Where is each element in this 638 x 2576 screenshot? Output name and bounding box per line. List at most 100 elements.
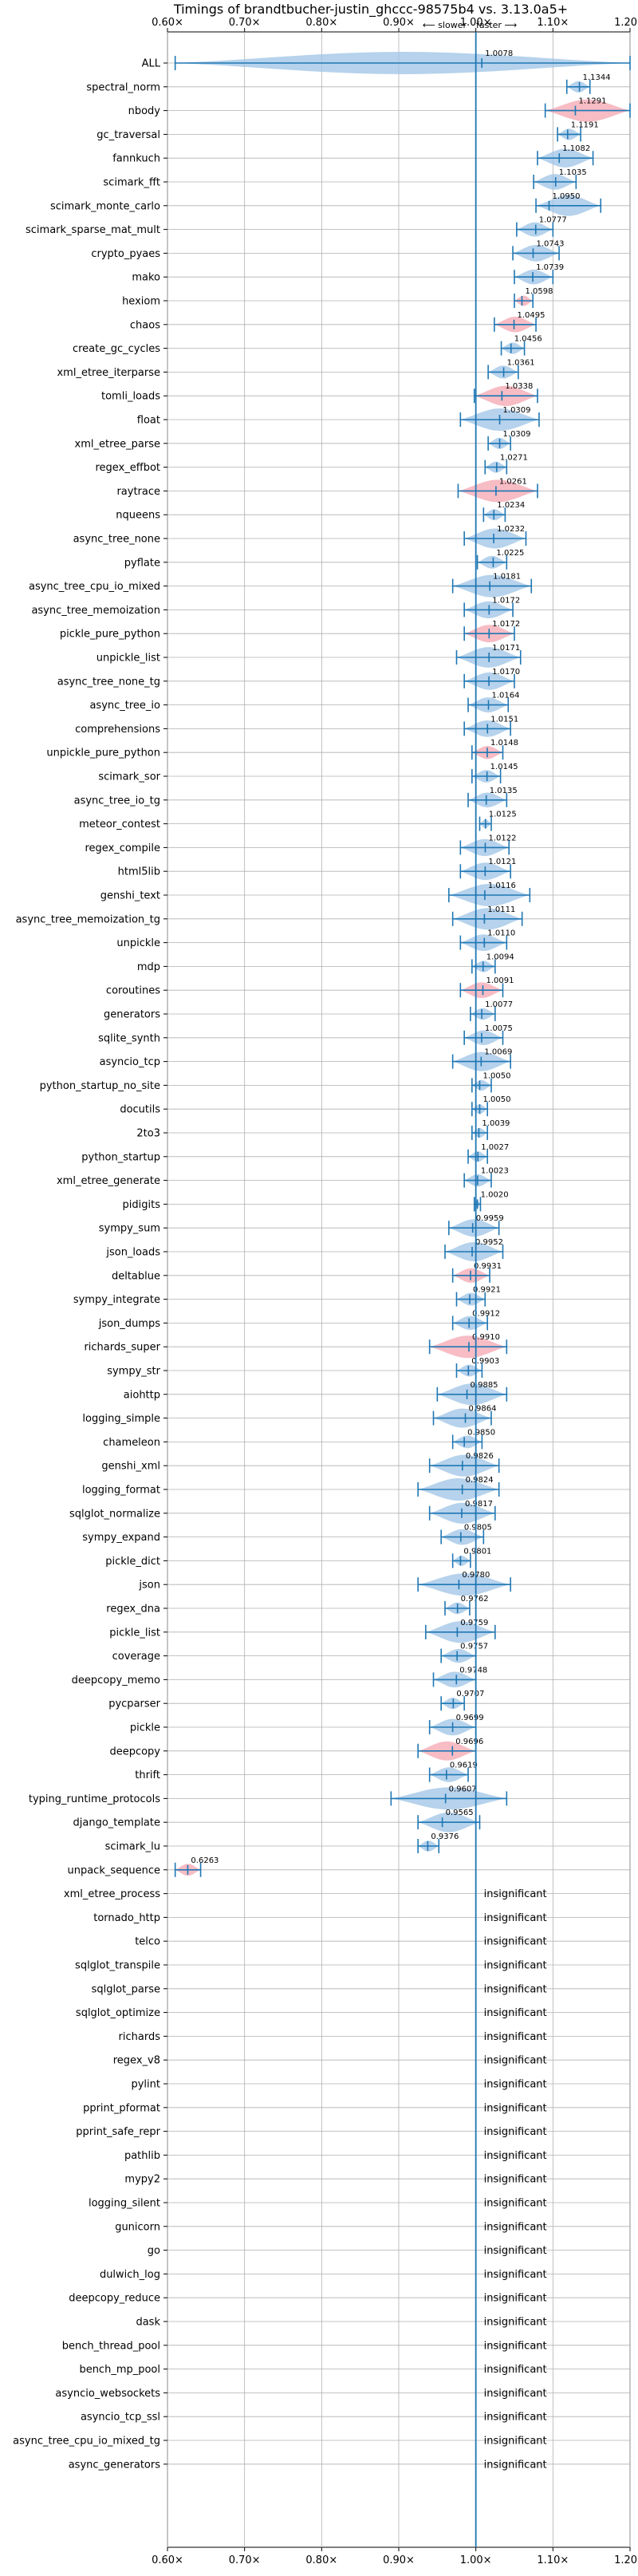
value-label: 1.0309 (503, 430, 531, 439)
value-label: 1.0069 (484, 1048, 512, 1057)
benchmark-label: regex_v8 (113, 2055, 160, 2067)
value-label: 1.0950 (553, 192, 581, 201)
value-label: 1.0598 (525, 287, 553, 296)
insignificant-label: insignificant (484, 1960, 547, 1972)
benchmark-label: sqlglot_optimize (76, 2007, 160, 2019)
value-label: 0.9762 (461, 1595, 489, 1604)
insignificant-label: insignificant (484, 2198, 547, 2210)
value-label: 1.0171 (492, 644, 520, 653)
benchmark-label: pickle (130, 1722, 160, 1734)
x-axis: 0.60× 0.60× 0.70× 0.70× 0.80× 0.80× 0.90× 0.90×… (13, 17, 638, 2566)
value-label: 1.0164 (492, 692, 520, 700)
value-label: 0.9824 (466, 1476, 494, 1485)
value-label: 1.0495 (518, 311, 545, 320)
benchmark-label: python_startup_no_site (40, 1080, 160, 1092)
value-label: 0.9817 (465, 1500, 493, 1509)
benchmark-label: pickle_dict (105, 1556, 160, 1568)
value-label: 1.0050 (483, 1071, 511, 1080)
slower-annotation: ⟵ slower (423, 20, 467, 30)
value-label: 1.0225 (496, 549, 524, 558)
benchmark-label: coroutines (106, 985, 160, 997)
value-label: 0.9959 (476, 1214, 504, 1223)
value-label: 0.9952 (475, 1238, 503, 1247)
benchmark-label: 2to3 (136, 1128, 160, 1140)
insignificant-label: insignificant (484, 2079, 547, 2091)
value-label: 1.0456 (514, 335, 542, 344)
insignificant-label: insignificant (484, 1888, 547, 1900)
benchmark-label: logging_simple (82, 1413, 160, 1425)
benchmark-label: crypto_pyaes (91, 248, 160, 260)
benchmark-label: pylint (131, 2079, 160, 2091)
benchmark-label: create_gc_cycles (73, 343, 160, 355)
grid-lines (167, 32, 631, 2547)
benchmark-label: nqueens (116, 510, 160, 522)
value-label: 1.0027 (481, 1143, 509, 1152)
insignificant-label: insignificant (484, 2055, 547, 2067)
benchmark-label: generators (104, 1009, 160, 1021)
value-label: 0.9696 (455, 1738, 483, 1746)
benchmark-label: mdp (137, 961, 160, 973)
value-label: 0.9885 (471, 1381, 498, 1390)
benchmark-label: richards_super (84, 1342, 160, 1354)
benchmark-label: async_generators (69, 2459, 161, 2471)
benchmark-label: docutils (120, 1104, 160, 1116)
value-label: 1.0261 (499, 477, 527, 486)
benchmark-label: typing_runtime_protocols (29, 1793, 160, 1805)
benchmark-label: async_tree_io (89, 700, 160, 712)
benchmark-label: regex_dna (106, 1604, 160, 1615)
value-label: 0.9607 (449, 1785, 477, 1793)
benchmark-label: async_tree_memoization (31, 605, 160, 617)
benchmark-label: genshi_text (100, 890, 160, 902)
benchmark-label: richards (119, 2031, 161, 2043)
benchmark-label: scimark_sparse_mat_mult (26, 224, 160, 236)
value-label: 0.9707 (456, 1690, 484, 1698)
value-label: 1.0039 (482, 1119, 510, 1128)
insignificant-label: insignificant (484, 2174, 547, 2186)
value-label: 1.0170 (492, 668, 520, 677)
faster-annotation: faster ⟶ (476, 20, 517, 30)
rows: 1.0078 1.1344 1.1291 1.1191 1.1082 1.1035 1.09… (174, 32, 631, 2547)
value-label: 1.0777 (539, 216, 567, 225)
insignificant-label: insignificant (484, 1983, 547, 1995)
benchmark-label: tomli_loads (101, 391, 160, 403)
value-label: 1.0091 (486, 976, 514, 985)
value-label: 1.0122 (488, 834, 516, 842)
value-label: 0.9699 (456, 1714, 484, 1722)
value-label: 0.9757 (460, 1643, 488, 1651)
benchmark-label: logging_format (82, 1485, 160, 1497)
x-tick-label-top: 0.90× (383, 17, 415, 29)
benchmark-label: aiohttp (124, 1389, 160, 1401)
benchmark-label: genshi_xml (101, 1461, 160, 1473)
benchmark-label: unpickle_pure_python (46, 748, 160, 759)
benchmark-label: pycparser (108, 1698, 160, 1710)
insignificant-label: insignificant (484, 2388, 547, 2400)
insignificant-label: insignificant (484, 2031, 547, 2043)
value-label: 1.0172 (492, 620, 520, 629)
insignificant-label: insignificant (484, 2150, 547, 2162)
benchmark-label: gunicorn (115, 2221, 160, 2233)
insignificant-label: insignificant (484, 2221, 547, 2233)
value-label: 1.0309 (503, 406, 531, 415)
benchmark-label: xml_etree_generate (57, 1175, 160, 1187)
value-label: 1.0271 (500, 454, 528, 463)
benchmark-label: asyncio_tcp (100, 1056, 160, 1068)
benchmark-label: pidigits (123, 1199, 161, 1211)
benchmark-label: sympy_integrate (73, 1294, 160, 1306)
insignificant-label: insignificant (484, 2412, 547, 2424)
benchmark-label: scimark_sor (98, 771, 160, 783)
benchmark-label: pprint_pformat (83, 2102, 160, 2114)
insignificant-label: insignificant (484, 2102, 547, 2114)
benchmark-label: json_dumps (98, 1318, 160, 1330)
benchmark-label: sympy_str (107, 1366, 160, 1378)
benchmark-label: async_tree_cpu_io_mixed (29, 581, 160, 593)
value-label: 1.1191 (571, 120, 599, 129)
benchmark-label: async_tree_memoization_tg (16, 913, 160, 925)
benchmark-label: xml_etree_parse (75, 438, 160, 450)
insignificant-label: insignificant (484, 2317, 547, 2329)
value-label: 1.0050 (483, 1095, 511, 1104)
x-tick-label-top: 1.10× (537, 17, 569, 29)
value-label: 0.9903 (471, 1357, 499, 1366)
value-label: 1.0075 (485, 1024, 513, 1033)
x-tick-label-bottom: 1.20× (614, 2554, 638, 2566)
value-label: 0.9850 (467, 1428, 495, 1437)
